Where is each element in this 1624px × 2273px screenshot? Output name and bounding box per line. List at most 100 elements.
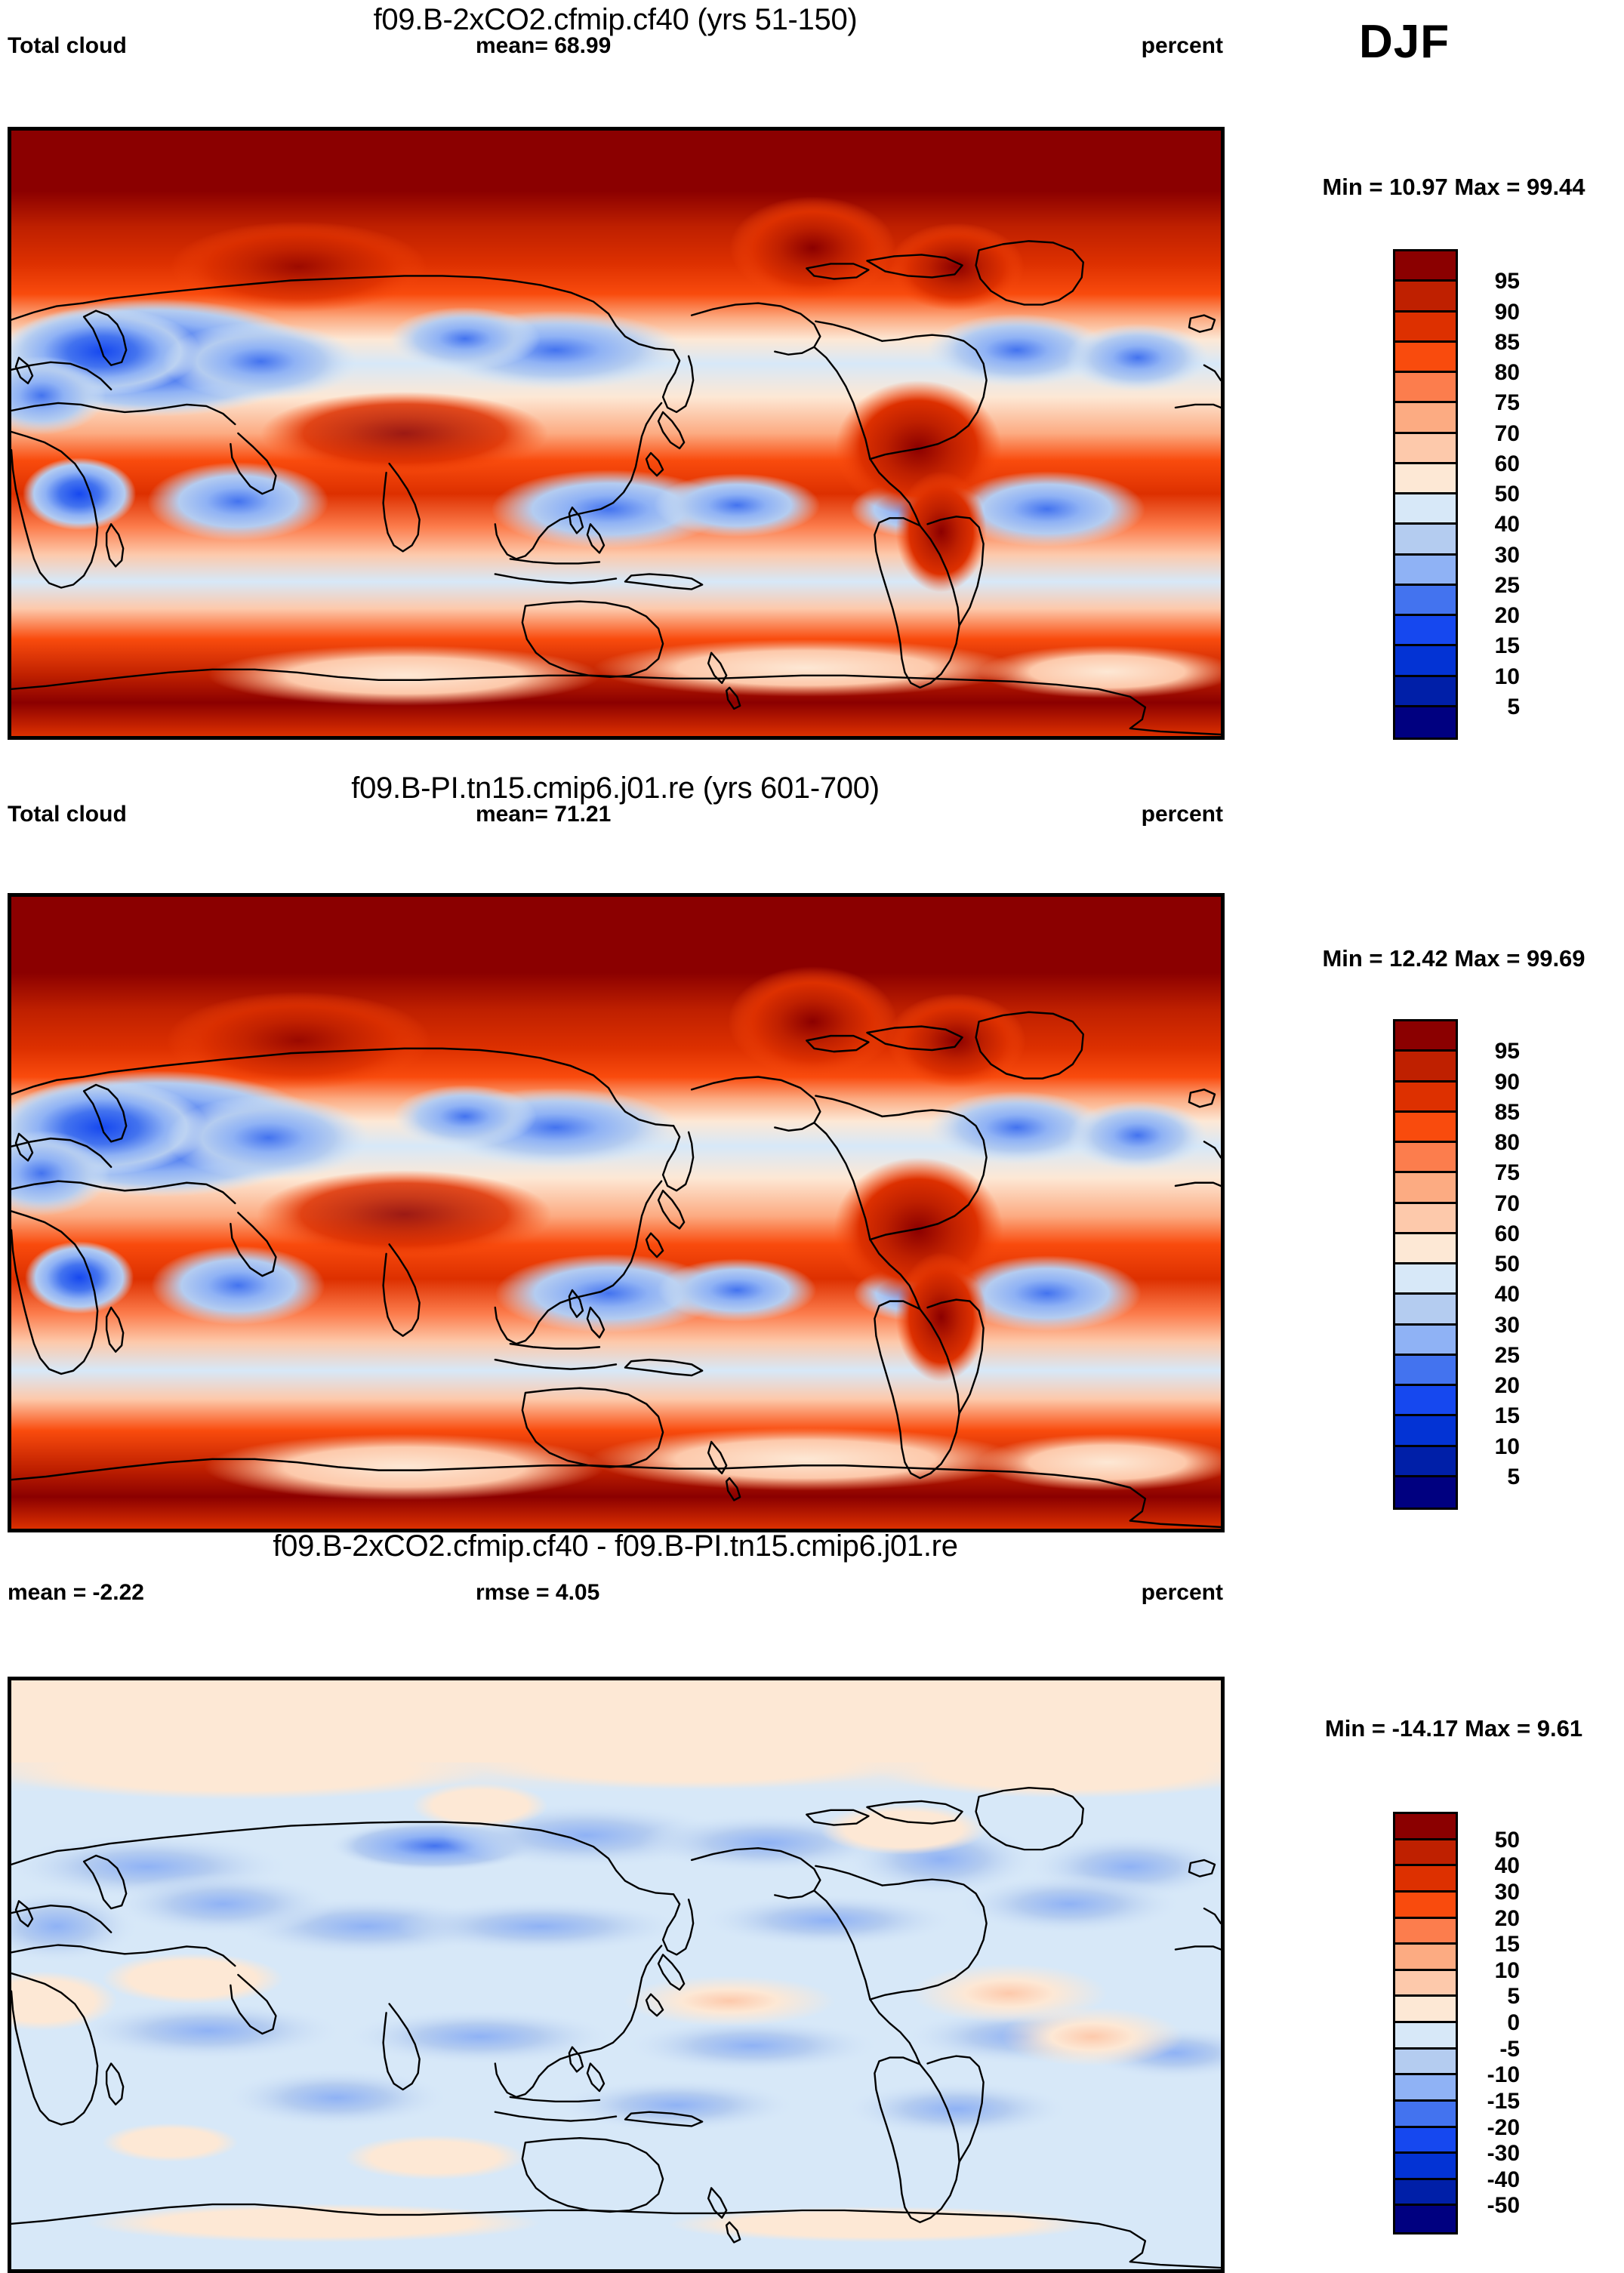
colorbar-cell <box>1395 1866 1456 1893</box>
colorbar-cell <box>1395 676 1456 707</box>
colorbar-cell <box>1395 2206 1456 2232</box>
map-svg-difference <box>11 1680 1221 2269</box>
colorbar-tick-label: 50 <box>1494 1252 1520 1277</box>
colorbar-tick-label: 85 <box>1494 329 1520 355</box>
colorbar-cell <box>1395 2101 1456 2128</box>
map-case2[interactable] <box>8 893 1225 1532</box>
colorbar-cell <box>1395 525 1456 556</box>
map-svg-case1 <box>11 131 1221 736</box>
colorbar-tick-label: 80 <box>1494 1130 1520 1155</box>
colorbar-cell <box>1395 1173 1456 1204</box>
colorbar-tick-label: 25 <box>1494 1342 1520 1368</box>
panel-title-difference: f09.B-2xCO2.cfmip.cf40 - f09.B-PI.tn15.c… <box>273 1529 958 1563</box>
colorbar-tick-label: 95 <box>1494 1039 1520 1064</box>
colorbar-tick-label: 5 <box>1507 1464 1520 1489</box>
colorbar-tick-label: 70 <box>1494 1190 1520 1216</box>
colorbar-tick-label: 5 <box>1507 1984 1520 2010</box>
colorbar-tick-label: -5 <box>1499 2036 1520 2062</box>
minmax-case2: Min = 12.42 Max = 99.69 <box>1322 945 1585 972</box>
colorbar-tick-label: 15 <box>1494 1932 1520 1957</box>
colorbar-cell <box>1395 1814 1456 1840</box>
colorbar-tick-label: 40 <box>1494 1853 1520 1879</box>
colorbar-cell <box>1395 251 1456 282</box>
colorbar-tick-label: 60 <box>1494 1221 1520 1246</box>
colorbar-tick-label: 10 <box>1494 1434 1520 1459</box>
colorbar-cell <box>1395 2075 1456 2102</box>
colorbar-tick-label: 15 <box>1494 1403 1520 1429</box>
colorbar-tick-label: -50 <box>1487 2193 1520 2219</box>
colorbar-cell <box>1395 1325 1456 1356</box>
colorbar-cell <box>1395 1416 1456 1447</box>
colorbar-tick-label: -15 <box>1487 2088 1520 2114</box>
colorbar-tick-label: 85 <box>1494 1099 1520 1125</box>
colorbar-tick-label: -40 <box>1487 2167 1520 2192</box>
colorbar-cell <box>1395 555 1456 586</box>
colorbar-tick-label: 10 <box>1494 1957 1520 1983</box>
colorbar-tick-label: 90 <box>1494 299 1520 325</box>
colorbar-tick-label: 40 <box>1494 512 1520 537</box>
colorbar-cell <box>1395 282 1456 313</box>
colorbar-cell <box>1395 342 1456 373</box>
colorbar-cell <box>1395 616 1456 647</box>
colorbar-cell <box>1395 1295 1456 1326</box>
colorbar-cell <box>1395 1840 1456 1867</box>
colorbar-tick-label: 30 <box>1494 1312 1520 1338</box>
colorbar-tick-label: 10 <box>1494 664 1520 689</box>
colorbar-cell <box>1395 1264 1456 1295</box>
colorbar-cell <box>1395 464 1456 494</box>
colorbar-cell <box>1395 2023 1456 2050</box>
units-label-difference: percent <box>1141 1580 1223 1605</box>
season-label: DJF <box>1359 16 1450 68</box>
colorbar-cell <box>1395 312 1456 343</box>
variable-label-case1: Total cloud <box>8 33 127 58</box>
colorbar-cell <box>1395 1234 1456 1264</box>
panel-subrow-case1: Total cloud mean= 68.99 percent <box>8 33 1231 63</box>
colorbar-tick-label: 5 <box>1507 694 1520 719</box>
colorbar-tick-label: 20 <box>1494 603 1520 628</box>
units-label-case1: percent <box>1141 33 1223 58</box>
colorbar-cell <box>1395 1052 1456 1083</box>
colorbar-tick-label: -10 <box>1487 2062 1520 2088</box>
colorbar-tick-label: 0 <box>1507 2010 1520 2035</box>
colorbar-cell <box>1395 1386 1456 1417</box>
colorbar-cell <box>1395 373 1456 404</box>
colorbar-case1: 95 90 85 80 75 70 60 50 40 30 25 20 15 10 5 <box>1393 249 1520 740</box>
rmse-label-difference: rmse = 4.05 <box>476 1580 600 1605</box>
colorbar-tick-label: -20 <box>1487 2114 1520 2140</box>
mean-label-difference: mean = -2.22 <box>8 1580 144 1605</box>
colorbar-tick-label: 60 <box>1494 451 1520 476</box>
colorbar-cell <box>1395 1892 1456 1919</box>
colorbar-cell <box>1395 1203 1456 1234</box>
colorbar-cell <box>1395 1970 1456 1997</box>
colorbar-cell <box>1395 2127 1456 2154</box>
colorbar-cell <box>1395 1112 1456 1143</box>
colorbar-tick-label: 90 <box>1494 1069 1520 1095</box>
colorbar-tick-label: 95 <box>1494 269 1520 294</box>
colorbar-cell <box>1395 1082 1456 1113</box>
colorbar-cell <box>1395 646 1456 677</box>
colorbar-tick-label: 30 <box>1494 542 1520 568</box>
colorbar-cell <box>1395 585 1456 616</box>
minmax-case1: Min = 10.97 Max = 99.44 <box>1322 174 1585 200</box>
colorbar-cell <box>1395 1446 1456 1477</box>
colorbar-difference: 50 40 30 20 15 10 5 0 -5 -10 -15 -20 -30 -40 -50 <box>1393 1812 1520 2235</box>
map-case1[interactable] <box>8 127 1225 740</box>
colorbar-cell <box>1395 2049 1456 2076</box>
panel-subrow-difference: mean = -2.22 rmse = 4.05 percent <box>8 1580 1231 1610</box>
colorbar-tick-label: 40 <box>1494 1282 1520 1307</box>
colorbar-cell <box>1395 433 1456 464</box>
colorbar-cell <box>1395 1355 1456 1386</box>
colorbar-tick-label: 20 <box>1494 1373 1520 1398</box>
colorbar-tick-label: 80 <box>1494 360 1520 385</box>
colorbar-tick-label: 20 <box>1494 1905 1520 1931</box>
map-svg-case2 <box>11 897 1221 1529</box>
colorbar-cell <box>1395 403 1456 434</box>
colorbar-cell <box>1395 1918 1456 1945</box>
colorbar-cell <box>1395 1021 1456 1052</box>
colorbar-tick-label: 70 <box>1494 420 1520 446</box>
map-difference[interactable] <box>8 1677 1225 2273</box>
panel-title-case2: f09.B-PI.tn15.cmip6.j01.re (yrs 601-700) <box>351 772 880 805</box>
colorbar-tick-label: 50 <box>1494 482 1520 507</box>
colorbar-tick-label: 30 <box>1494 1879 1520 1905</box>
mean-label-case2: mean= 71.21 <box>476 802 612 827</box>
